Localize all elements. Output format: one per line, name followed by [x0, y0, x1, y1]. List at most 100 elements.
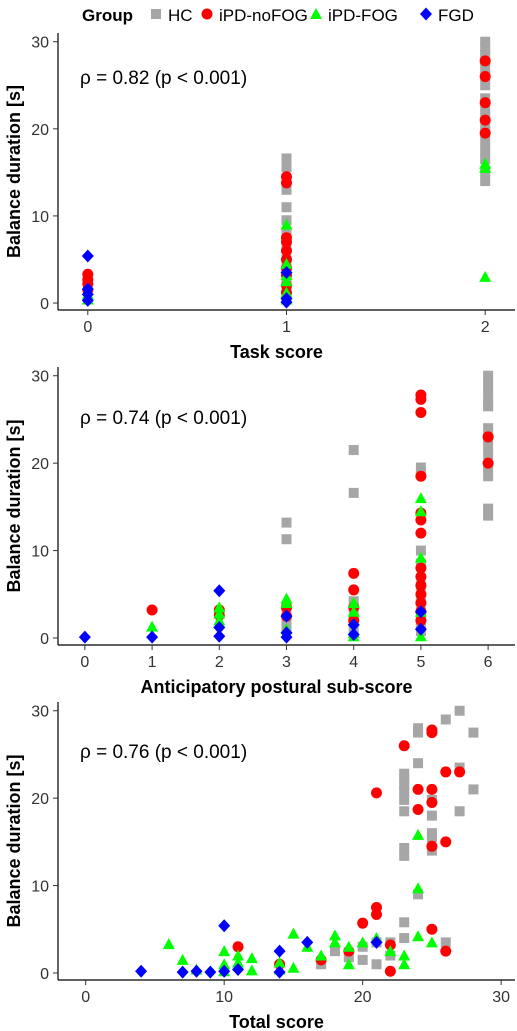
data-point: [78, 630, 91, 644]
x-tick-label: 20: [354, 989, 372, 1006]
data-point: [454, 766, 466, 778]
legend-title: Group: [82, 6, 133, 25]
y-axis-label: Balance duration [s]: [4, 85, 24, 258]
data-point: [213, 614, 226, 626]
data-point: [146, 620, 159, 632]
data-point: [413, 723, 424, 734]
data-point: [245, 952, 258, 964]
data-point: [399, 794, 410, 805]
data-point: [399, 933, 410, 944]
data-point: [213, 584, 226, 598]
data-point: [356, 936, 369, 948]
data-point: [204, 965, 217, 979]
data-point: [479, 71, 491, 83]
data-point: [315, 949, 328, 961]
data-point: [415, 527, 427, 539]
legend-label-fgd: FGD: [438, 6, 474, 25]
series-ipd-nofog: [232, 724, 466, 977]
data-point: [348, 567, 360, 579]
x-tick-label: 1: [148, 654, 157, 671]
data-point: [280, 275, 293, 287]
y-tick-label: 10: [31, 879, 49, 896]
correlation-annotation: ρ = 0.82 (p < 0.001): [80, 68, 247, 89]
data-point: [479, 270, 492, 282]
data-point: [371, 908, 383, 920]
data-point: [213, 607, 226, 619]
data-point: [426, 724, 438, 736]
x-tick-label: 0: [81, 989, 90, 1006]
data-point: [281, 162, 292, 173]
data-point: [347, 605, 360, 617]
data-point: [81, 249, 94, 263]
data-point: [415, 588, 427, 600]
data-point: [415, 615, 427, 627]
data-point: [280, 286, 293, 298]
series-ipd-fog: [162, 828, 438, 977]
y-tick-label: 0: [40, 631, 49, 648]
data-point: [399, 768, 410, 779]
data-point: [347, 597, 360, 609]
x-axis-label: Task score: [230, 342, 323, 362]
data-point: [281, 153, 292, 164]
series-hc: [281, 36, 491, 302]
data-point: [384, 945, 397, 957]
data-point: [281, 534, 292, 545]
y-tick-label: 0: [40, 296, 49, 313]
data-point: [280, 257, 293, 269]
data-point: [483, 423, 494, 434]
data-point: [415, 406, 427, 418]
data-point: [483, 370, 494, 381]
data-point: [357, 917, 369, 929]
data-point: [301, 935, 314, 949]
data-point: [281, 245, 292, 257]
data-point: [399, 850, 410, 861]
data-point: [384, 965, 396, 977]
x-tick-label: 0: [80, 654, 89, 671]
x-tick-label: 0: [83, 319, 92, 336]
y-axis-label: Balance duration [s]: [4, 754, 24, 927]
data-point: [440, 937, 451, 948]
data-point: [480, 145, 491, 156]
data-point: [357, 954, 368, 965]
data-point: [280, 218, 293, 230]
data-point: [483, 388, 494, 399]
legend: Group HC iPD-noFOG iPD-FOG FGD: [82, 6, 474, 25]
x-axis-label: Total score: [229, 1012, 324, 1031]
data-point: [398, 949, 411, 961]
data-point: [426, 923, 438, 935]
data-point: [454, 705, 465, 716]
y-tick-label: 30: [31, 369, 49, 386]
data-point: [483, 379, 494, 390]
x-tick-label: 1: [282, 319, 291, 336]
data-point: [273, 965, 286, 979]
data-point: [384, 939, 396, 951]
data-point: [213, 601, 226, 613]
data-point: [280, 630, 293, 644]
data-point: [135, 964, 148, 978]
y-tick-label: 20: [31, 122, 49, 139]
data-point: [371, 959, 382, 970]
data-point: [412, 828, 425, 840]
data-point: [281, 177, 292, 189]
data-point: [398, 958, 411, 970]
y-tick-label: 10: [31, 544, 49, 561]
data-point: [342, 940, 355, 952]
data-point: [414, 492, 427, 504]
data-point: [348, 584, 360, 596]
data-point: [232, 956, 245, 968]
data-point: [281, 236, 292, 248]
data-point: [479, 97, 491, 109]
data-point: [399, 780, 410, 791]
x-tick-label: 2: [481, 319, 490, 336]
data-point: [414, 551, 427, 563]
legend-marker-ipd-fog: [310, 8, 322, 19]
y-tick-label: 20: [31, 791, 49, 808]
data-point: [281, 517, 292, 528]
data-point: [218, 958, 231, 970]
correlation-annotation: ρ = 0.74 (p < 0.001): [80, 408, 247, 429]
y-tick-label: 0: [40, 966, 49, 983]
y-axis-label: Balance duration [s]: [4, 419, 24, 592]
data-point: [176, 953, 189, 965]
data-point: [273, 944, 286, 958]
